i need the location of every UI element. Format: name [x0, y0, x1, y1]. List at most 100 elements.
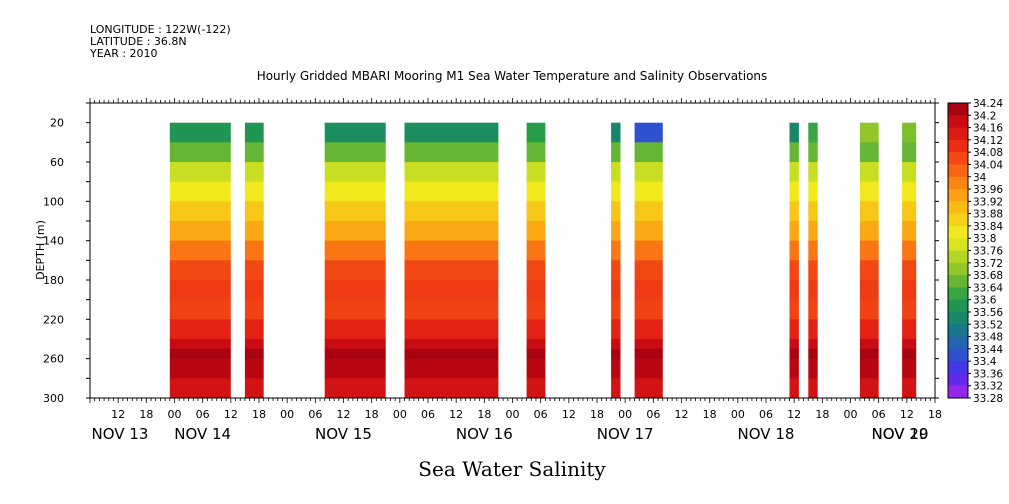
colorbar-swatch	[948, 238, 968, 251]
heatmap-cell	[808, 122, 818, 143]
colorbar-label: 34.16	[973, 123, 1003, 135]
heatmap-cell	[859, 378, 879, 399]
heatmap-cell	[902, 122, 917, 143]
heatmap-cell	[169, 240, 231, 261]
colorbar-label: 33.4	[973, 356, 997, 368]
heatmap-cell	[244, 201, 264, 222]
heatmap-cell	[808, 280, 818, 301]
heatmap-cell	[859, 319, 879, 340]
x-tick-label: 12	[787, 408, 801, 421]
heatmap-cell	[634, 339, 663, 350]
x-tick-label: 00	[844, 408, 858, 421]
heatmap-cell	[244, 358, 264, 379]
heatmap-cell	[611, 181, 621, 202]
heatmap-cell	[902, 240, 917, 261]
x-tick-label: 06	[421, 408, 435, 421]
colorbar-label: 33.32	[973, 381, 1003, 393]
y-tick-label: 260	[43, 353, 64, 366]
heatmap-cell	[808, 221, 818, 242]
heatmap-cell	[244, 378, 264, 399]
heatmap-cell	[169, 358, 231, 379]
heatmap-cell	[526, 221, 546, 242]
chart-title: Hourly Gridded MBARI Mooring M1 Sea Wate…	[257, 69, 768, 83]
heatmap-cell	[526, 280, 546, 301]
heatmap-cell	[808, 319, 818, 340]
x-tick-label: 12	[337, 408, 351, 421]
x-tick-label: 12	[900, 408, 914, 421]
x-tick-label: 18	[477, 408, 491, 421]
colorbar-swatch	[948, 361, 968, 374]
colorbar-label: 33.6	[973, 295, 997, 307]
heatmap-cell	[169, 260, 231, 281]
y-tick-label: 100	[43, 195, 64, 208]
heatmap-cell	[404, 181, 499, 202]
heatmap-cell	[789, 339, 799, 350]
colorbar-swatch	[948, 275, 968, 288]
heatmap-cell	[634, 378, 663, 399]
heatmap-cell	[526, 299, 546, 320]
x-tick-label: 12	[224, 408, 238, 421]
colorbar-label: 34	[973, 172, 987, 184]
colorbar-swatch	[948, 201, 968, 214]
heatmap-cell	[808, 260, 818, 281]
heatmap-cell	[634, 260, 663, 281]
colorbar: 34.2434.234.1634.1234.0834.043433.9633.9…	[947, 98, 1003, 405]
heatmap-cell	[526, 339, 546, 350]
heatmap-cell	[859, 339, 879, 350]
colorbar-label: 33.92	[973, 196, 1003, 208]
x-tick-label: 12	[449, 408, 463, 421]
y-tick-label: 20	[50, 117, 64, 130]
heatmap-cell	[902, 181, 917, 202]
heatmap-cell	[808, 358, 818, 379]
x-day-label: NOV 15	[315, 425, 372, 443]
heatmap-cell	[404, 319, 499, 340]
heatmap-cell	[169, 339, 231, 350]
heatmap-cell	[808, 378, 818, 399]
x-day-label: NOV 18	[738, 425, 795, 443]
heatmap-cell	[244, 339, 264, 350]
colorbar-label: 34.08	[973, 147, 1003, 159]
heatmap-cell	[634, 201, 663, 222]
colorbar-label: 33.28	[973, 393, 1003, 405]
heatmap-cell	[324, 221, 386, 242]
heatmap-cell	[169, 348, 231, 360]
year-label: YEAR : 2010	[90, 47, 158, 60]
heatmap-cell	[611, 348, 621, 360]
heatmap-cell	[859, 280, 879, 301]
longitude-label: LONGITUDE : 122W(-122)	[90, 23, 231, 36]
y-tick-label: 220	[43, 313, 64, 326]
heatmap-cells	[169, 122, 917, 399]
heatmap-cell	[859, 142, 879, 163]
heatmap-cell	[324, 299, 386, 320]
colorbar-swatch	[948, 225, 968, 239]
x-tick-label: 18	[928, 408, 942, 421]
x-tick-label: 12	[675, 408, 689, 421]
heatmap-cell	[526, 358, 546, 379]
x-day-label: NOV 16	[456, 425, 513, 443]
x-tick-label: 06	[759, 408, 773, 421]
heatmap-cell	[634, 348, 663, 360]
colorbar-label: 34.04	[973, 159, 1003, 171]
heatmap-cell	[611, 358, 621, 379]
heatmap-cell	[244, 240, 264, 261]
heatmap-cell	[611, 201, 621, 222]
heatmap-cell	[526, 162, 546, 183]
colorbar-swatch	[948, 115, 968, 128]
heatmap-cell	[169, 299, 231, 320]
colorbar-label: 34.2	[973, 110, 996, 122]
colorbar-label: 33.68	[973, 270, 1003, 282]
colorbar-label: 33.44	[973, 344, 1003, 356]
heatmap-cell	[324, 339, 386, 350]
heatmap-cell	[611, 280, 621, 301]
colorbar-label: 34.24	[973, 98, 1003, 110]
heatmap-cell	[902, 142, 917, 163]
heatmap-cell	[324, 122, 386, 143]
y-tick-label: 180	[43, 274, 64, 287]
heatmap-cell	[789, 358, 799, 379]
heatmap-cell	[526, 378, 546, 399]
x-tick-label: 18	[703, 408, 717, 421]
x-axis: 12 18 00 06 12 18 00 06 12 18 00 06 12 18 00 06 12 18 00 06…	[89, 98, 942, 443]
x-tick-label: 00	[280, 408, 294, 421]
colorbar-swatch	[948, 127, 968, 141]
heatmap-cell	[902, 221, 917, 242]
